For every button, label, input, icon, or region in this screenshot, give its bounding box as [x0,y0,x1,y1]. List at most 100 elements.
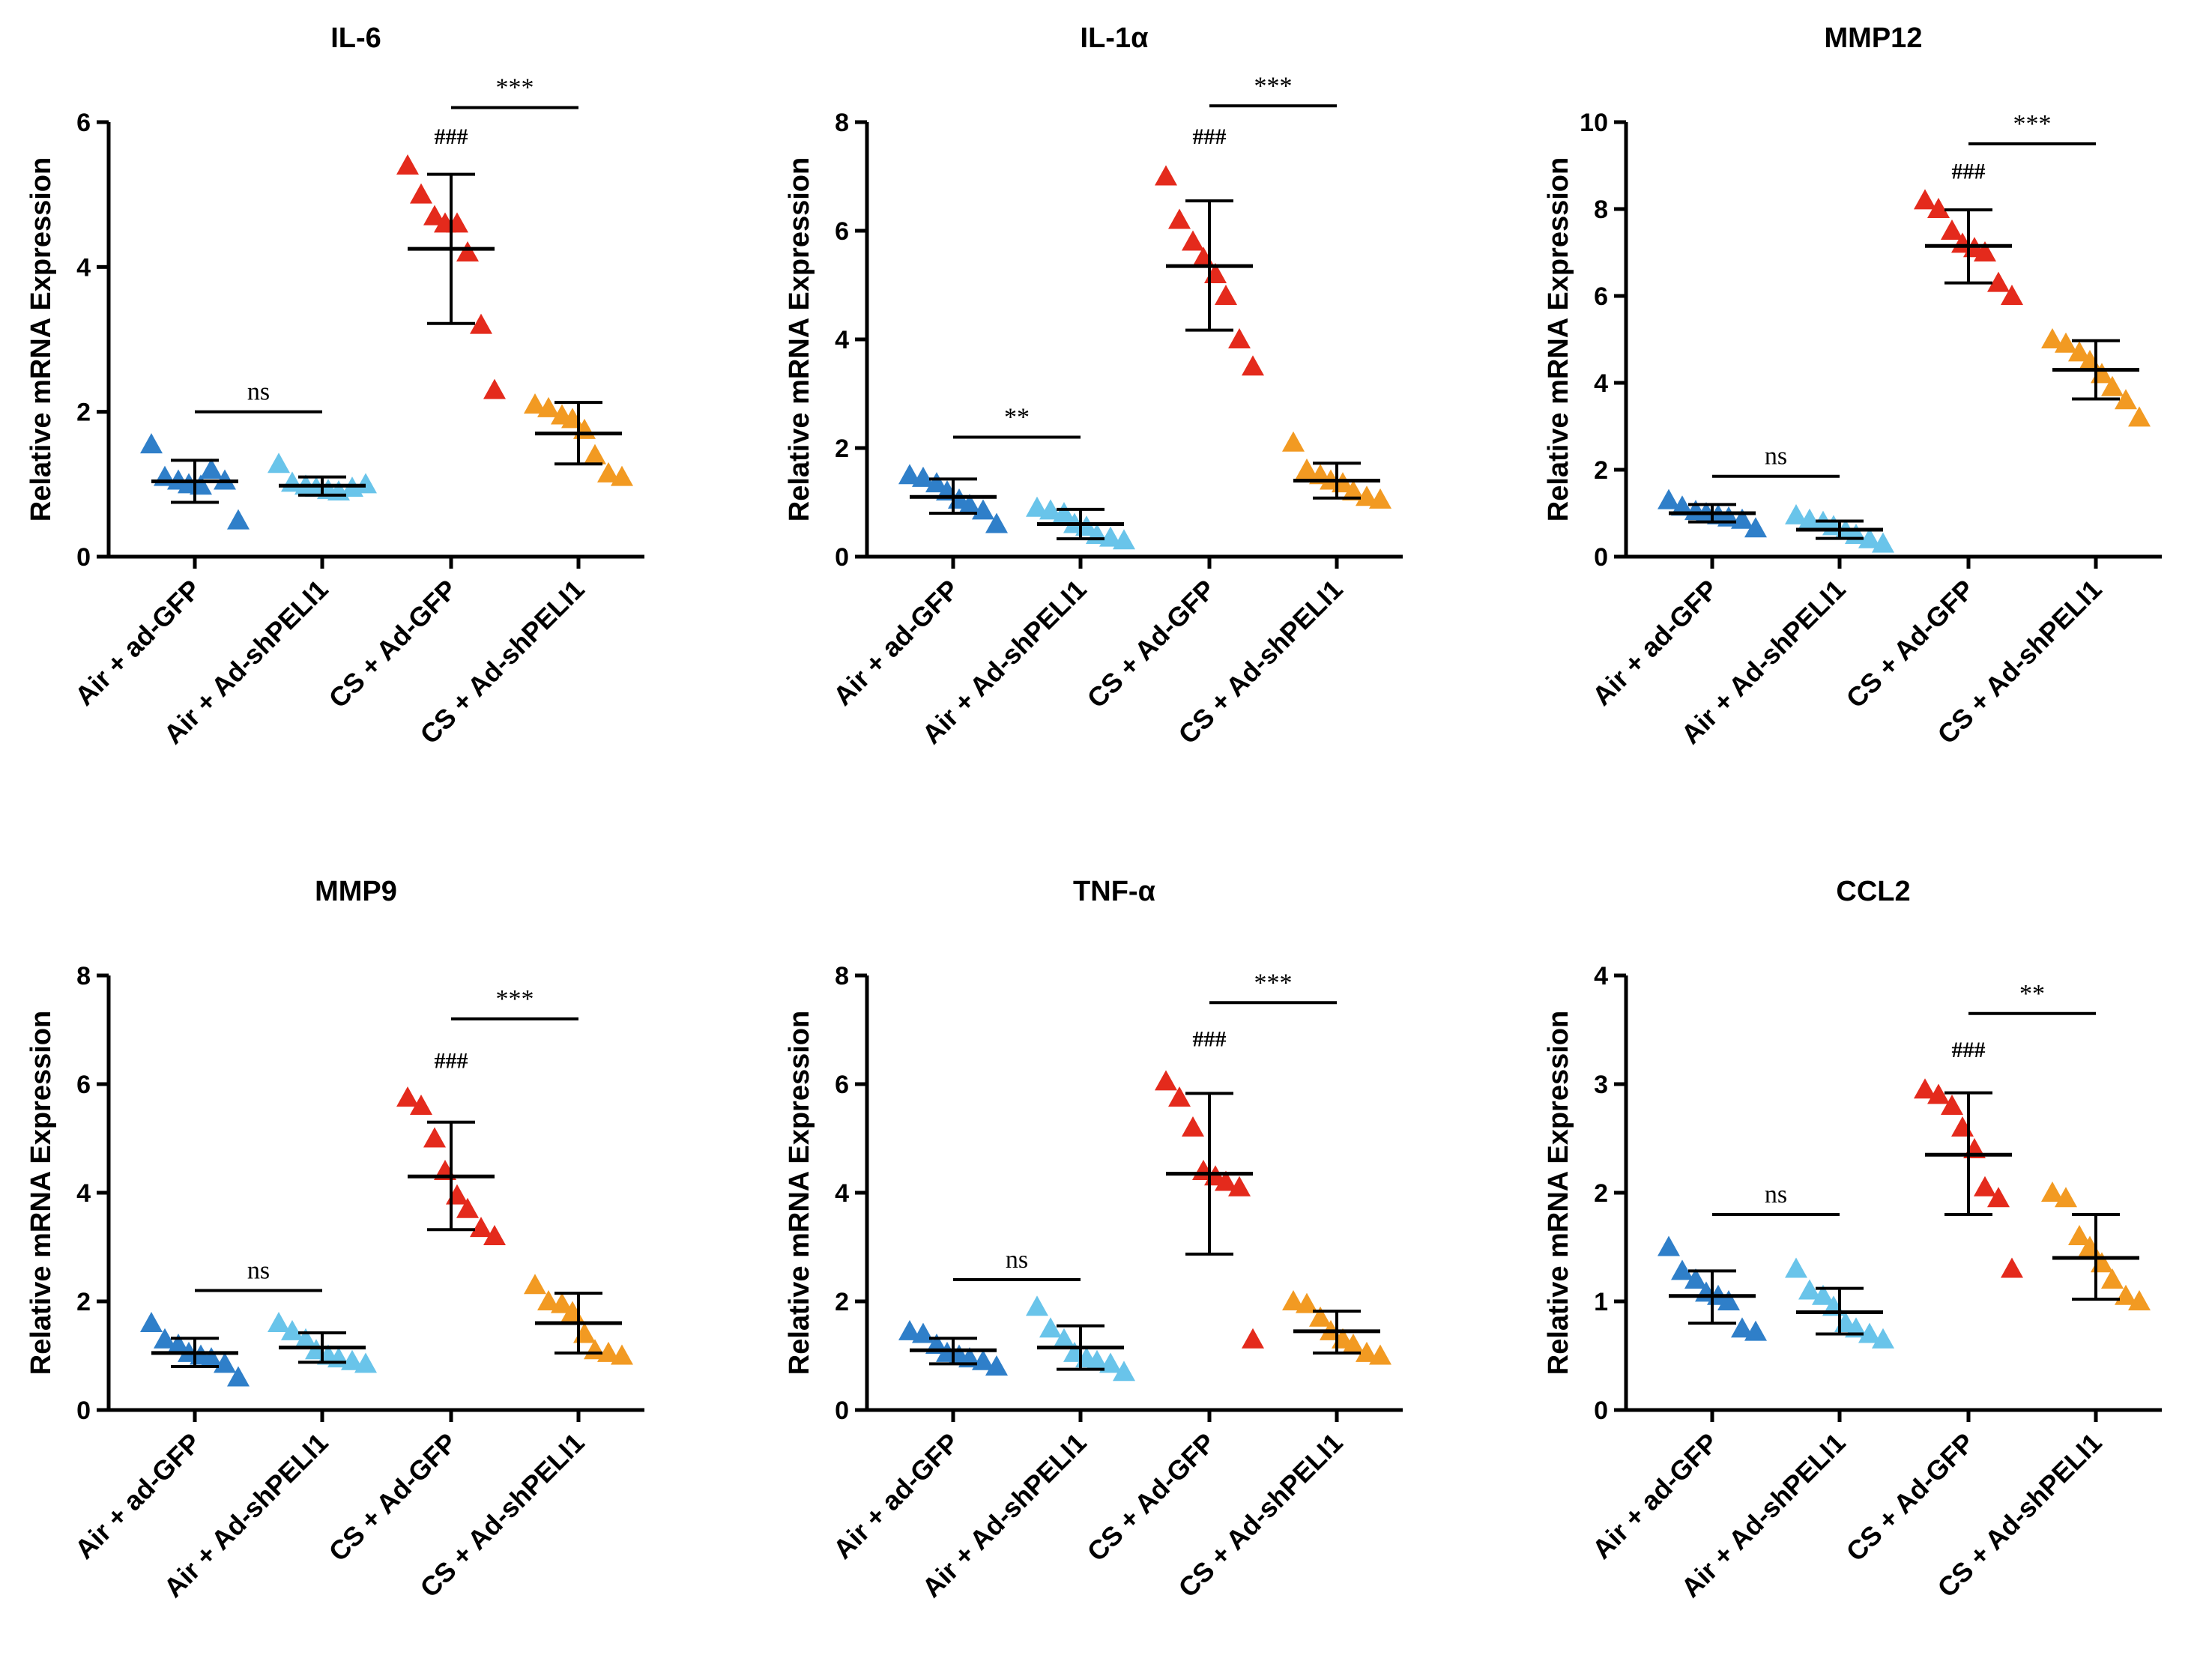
y-tick-label: 4 [1594,962,1608,990]
y-tick-label: 4 [76,1179,91,1208]
data-point [1282,1290,1305,1310]
y-axis-label: Relative mRNA Expression [784,157,815,521]
y-tick-label: 0 [835,543,849,572]
data-point [1099,1352,1122,1373]
y-tick-label: 2 [1594,1179,1608,1208]
data-point [1744,1320,1767,1341]
y-tick-label: 8 [835,962,849,990]
data-point [2068,341,2091,362]
data-point [1671,495,1693,516]
data-point [1215,1170,1237,1191]
data-point [1228,1176,1251,1196]
data-point [2115,1284,2137,1305]
y-tick-label: 0 [1594,543,1608,572]
data-point [200,1347,223,1368]
data-point [2115,389,2137,410]
significance-label: *** [1254,969,1293,996]
data-point [1086,1349,1108,1370]
x-tick-label: Air + ad-GFP [1586,574,1724,712]
data-point [1369,488,1391,509]
x-tick-label: CS + Ad-GFP [1840,1427,1980,1567]
data-point [1296,1292,1318,1313]
chart-title: IL-6 [330,22,381,54]
data-point [611,465,633,486]
data-point [1658,488,1680,509]
y-axis-label: Relative mRNA Expression [784,1011,815,1375]
data-point [1215,285,1237,305]
data-point [470,1217,492,1238]
data-point [898,464,921,485]
data-point [354,473,377,494]
data-point [423,205,446,226]
data-point [1987,271,2010,292]
data-point [1951,1116,1974,1137]
chart-title: TNF-α [1073,876,1155,907]
data-point [354,1352,377,1373]
y-tick-label: 6 [835,1071,849,1099]
data-point [1242,355,1264,376]
chart-title: CCL2 [1836,876,1910,907]
data-point [2101,375,2124,396]
x-tick-label: CS + Ad-GFP [1840,574,1980,714]
data-point [483,1225,506,1245]
y-tick-label: 4 [1594,369,1608,398]
data-point [410,1095,432,1115]
data-point [140,433,163,454]
y-tick-label: 6 [76,109,91,137]
data-point [2041,1182,2064,1202]
data-point [912,1322,934,1343]
data-point [1658,1235,1680,1256]
data-point [446,1184,468,1205]
chart-panel-1: IL-6 Relative mRNA Expression 0 2 4 6 Air + ad… [25,22,644,750]
data-point [1155,165,1177,186]
data-point [167,1334,190,1354]
x-tick-label: CS + Ad-GFP [1081,1427,1221,1567]
data-point [1026,496,1048,517]
data-point [1168,1086,1191,1107]
data-point [483,378,506,399]
data-point [2041,328,2064,348]
data-point [1812,1284,1834,1305]
chart-panel-3: MMP12 Relative mRNA Expression 0 2 4 6 8 10 Air … [1543,22,2162,750]
data-point [551,1292,573,1313]
x-tick-label: Air + ad-GFP [69,574,207,712]
data-point [912,466,934,487]
data-point [2128,1290,2151,1310]
data-point [1053,1328,1075,1349]
data-point [2101,1268,2124,1289]
data-point [1731,508,1753,529]
y-tick-label: 2 [835,1288,849,1316]
data-point [140,1312,163,1332]
data-point [524,1274,546,1295]
y-tick-label: 0 [76,1397,91,1425]
data-point [584,444,606,465]
data-point [1671,1259,1693,1280]
data-point [573,1322,596,1343]
y-tick-label: 1 [1594,1288,1608,1316]
x-tick-label: CS + Ad-GFP [322,574,462,714]
data-point [1785,503,1807,524]
data-point [1296,459,1318,479]
chart-panel-6: CCL2 Relative mRNA Expression 0 1 2 3 4 Air + a… [1543,876,2162,1603]
data-point [1342,1334,1365,1354]
significance-label: ns [1765,443,1787,471]
data-point [396,1086,419,1107]
data-point [1182,230,1204,251]
y-tick-label: 4 [76,253,91,282]
chart-panel-5: TNF-α Relative mRNA Expression 0 2 4 6 8 Air + … [784,876,1403,1603]
data-point [1113,1361,1135,1382]
data-point [200,459,223,479]
chart-title: MMP9 [315,876,397,907]
significance-label: *** [496,74,534,102]
data-point [396,154,419,175]
data-point [1182,1116,1204,1137]
chart-panel-2: IL-1α Relative mRNA Expression 0 2 4 6 8 Air + … [784,22,1403,750]
y-tick-label: 2 [1594,456,1608,485]
data-point [1987,1187,2010,1208]
y-tick-label: 6 [1594,282,1608,311]
data-point [1798,1279,1821,1300]
data-point [1228,328,1251,348]
data-point [1039,1317,1062,1338]
data-point [1927,1083,1950,1104]
y-tick-label: 0 [1594,1397,1608,1425]
